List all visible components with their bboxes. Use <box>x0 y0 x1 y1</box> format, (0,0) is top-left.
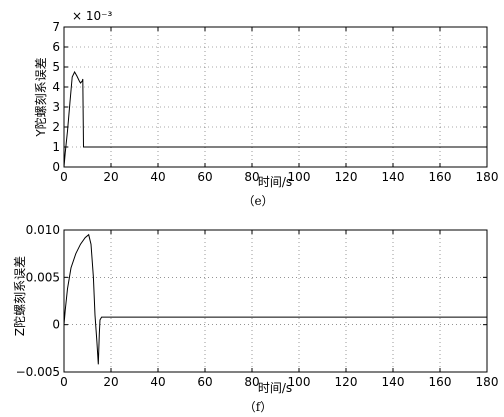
series-line-e <box>63 70 487 168</box>
x-tick-label: 20 <box>103 170 118 184</box>
y-tick-label: 0 <box>52 318 60 332</box>
grid-e <box>64 27 487 167</box>
y-exponent-label-e: × 10⁻³ <box>72 9 112 23</box>
x-tick-label: 100 <box>288 375 311 389</box>
x-axis-label-f: 时间/s <box>258 381 292 395</box>
y-tick-label: 1 <box>52 140 60 154</box>
chart-panel-e: 0 20 40 60 80 100 120 140 160 180 0 1 2 3 4 5 6 7 × 10⁻³… <box>33 9 498 208</box>
x-tick-labels-f: 0 20 40 60 80 100 120 140 160 180 <box>60 375 498 389</box>
x-tick-label: 160 <box>429 375 452 389</box>
x-tick-label: 20 <box>103 375 118 389</box>
y-tick-label: 5 <box>52 60 60 74</box>
x-tick-label: 0 <box>60 170 68 184</box>
grid-f <box>64 230 487 372</box>
y-tick-label: 3 <box>52 100 60 114</box>
y-tick-label: 7 <box>52 20 60 34</box>
x-tick-label: 40 <box>150 170 165 184</box>
x-tick-labels-e: 0 20 40 60 80 100 120 140 160 180 <box>60 170 498 184</box>
y-tick-labels-e: 0 1 2 3 4 5 6 7 <box>52 20 60 174</box>
ticks-f <box>63 229 488 373</box>
y-axis-label-f: Z陀螺刻系误差 <box>12 256 27 336</box>
plot-frame-f <box>63 229 488 373</box>
x-tick-label: 0 <box>60 375 68 389</box>
x-tick-label: 40 <box>150 375 165 389</box>
y-tick-label: 2 <box>52 120 60 134</box>
x-tick-label: 140 <box>382 375 405 389</box>
x-tick-label: 60 <box>197 170 212 184</box>
y-tick-label: 0 <box>52 160 60 174</box>
caption-e: （e） <box>242 194 273 208</box>
x-tick-label: 140 <box>382 170 405 184</box>
x-tick-label: 80 <box>244 170 259 184</box>
x-tick-label: 180 <box>476 170 499 184</box>
series-line-f <box>63 233 487 365</box>
x-tick-label: 100 <box>288 170 311 184</box>
x-tick-label: 80 <box>244 375 259 389</box>
caption-f: （f） <box>244 400 272 414</box>
chart-panel-f: 0 20 40 60 80 100 120 140 160 180 −0.00500.0050.0… <box>12 223 498 414</box>
plot-frame-e <box>63 26 488 168</box>
y-tick-label: 0.005 <box>26 270 60 284</box>
y-tick-labels-f: −0.005 0 0.005 0.010 <box>16 223 60 379</box>
y-tick-label: 4 <box>52 80 60 94</box>
x-tick-label: 180 <box>476 375 499 389</box>
x-tick-label: 160 <box>429 170 452 184</box>
y-axis-label-e: Y陀螺刻系误差 <box>33 57 48 137</box>
x-tick-label: 120 <box>335 170 358 184</box>
y-tick-label: 6 <box>52 40 60 54</box>
x-tick-label: 120 <box>335 375 358 389</box>
ticks-e <box>63 26 488 168</box>
x-axis-label-e: 时间/s <box>258 175 292 189</box>
x-tick-label: 60 <box>197 375 212 389</box>
y-tick-label: −0.005 <box>16 365 60 379</box>
y-tick-label: 0.010 <box>26 223 60 237</box>
